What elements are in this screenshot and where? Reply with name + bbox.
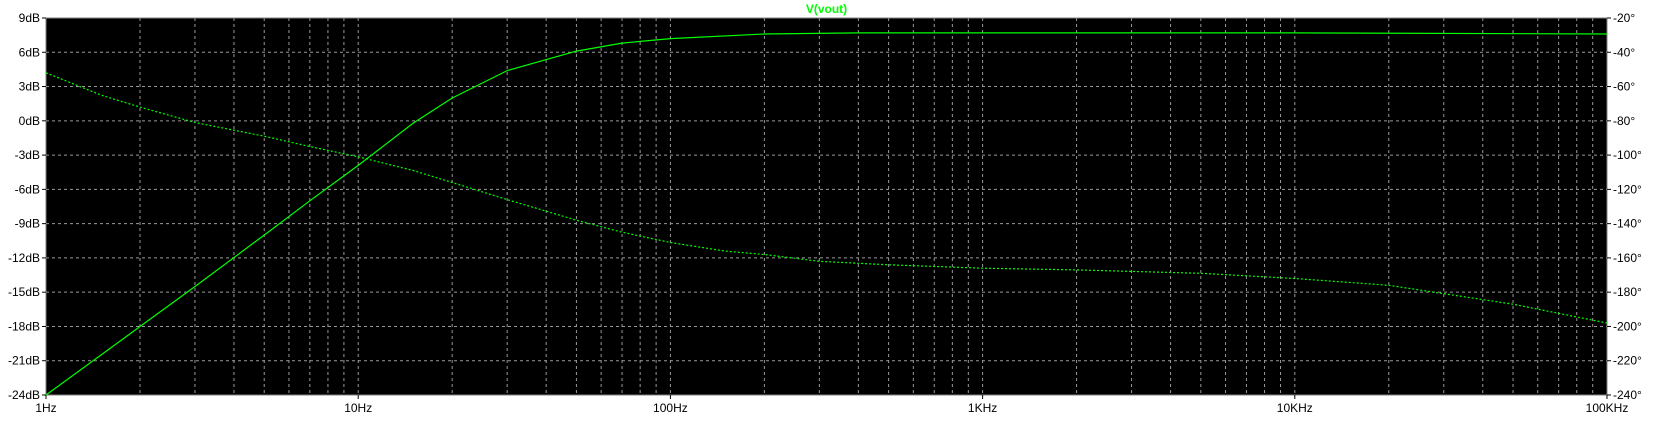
x-tick-label: 100KHz — [1586, 401, 1629, 415]
y-left-tick-label: 6dB — [19, 45, 40, 59]
y-left-tick-label: 0dB — [19, 114, 40, 128]
y-left-tick-label: -12dB — [8, 251, 40, 265]
y-right-tick-label: -20° — [1613, 11, 1635, 25]
y-right-tick-label: -40° — [1613, 45, 1635, 59]
plot-frame — [45, 17, 1608, 396]
y-right-tick-label: -160° — [1613, 251, 1642, 265]
y-left-tick-label: -21dB — [8, 354, 40, 368]
x-tick-label: 100Hz — [653, 401, 688, 415]
y-right-tick-label: -100° — [1613, 148, 1642, 162]
x-tick-label: 10Hz — [344, 401, 372, 415]
y-right-tick-label: -60° — [1613, 80, 1635, 94]
y-right-tick-label: -180° — [1613, 285, 1642, 299]
y-left-tick-label: -18dB — [8, 319, 40, 333]
x-tick-label: 1Hz — [35, 401, 56, 415]
y-left-tick-label: 9dB — [19, 11, 40, 25]
y-right-tick-label: -120° — [1613, 182, 1642, 196]
y-right-tick-label: -80° — [1613, 114, 1635, 128]
magnitude-trace — [45, 32, 1608, 396]
x-tick-label: 1KHz — [968, 401, 997, 415]
chart-title: V(vout) — [806, 2, 847, 16]
y-right-tick-label: -140° — [1613, 217, 1642, 231]
y-right-tick-label: -200° — [1613, 319, 1642, 333]
y-right-tick-label: -240° — [1613, 388, 1642, 402]
plot-background — [46, 18, 1607, 395]
y-left-tick-label: 3dB — [19, 80, 40, 94]
x-tick-label: 10KHz — [1277, 401, 1313, 415]
y-right-tick-label: -220° — [1613, 354, 1642, 368]
grid-lines — [46, 18, 1607, 395]
y-left-tick-label: -15dB — [8, 285, 40, 299]
y-left-tick-label: -24dB — [8, 388, 40, 402]
phase-trace — [45, 72, 1608, 324]
y-left-tick-label: -6dB — [15, 182, 40, 196]
y-left-tick-label: -3dB — [15, 148, 40, 162]
y-left-tick-label: -9dB — [15, 217, 40, 231]
